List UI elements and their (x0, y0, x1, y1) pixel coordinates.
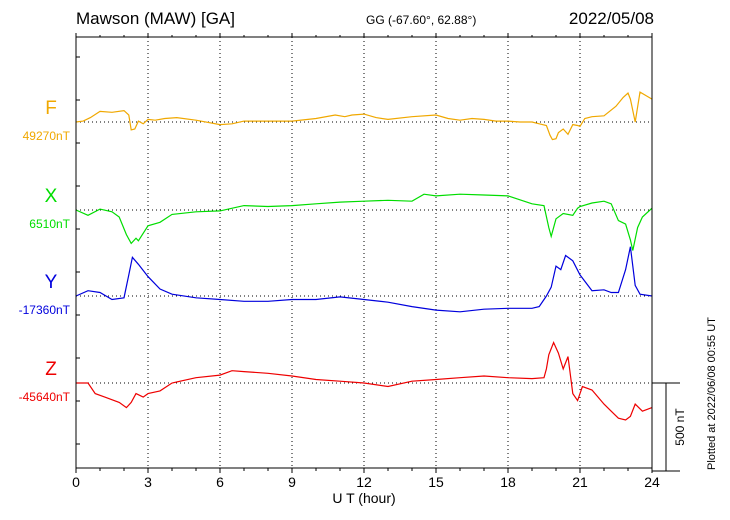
series-baseline-z: -45640nT (19, 390, 71, 404)
series-baseline-y: -17360nT (19, 303, 71, 317)
series-name-f: F (45, 98, 57, 119)
x-tick-label: 24 (644, 474, 660, 490)
series-line-f (75, 91, 653, 141)
series-line-y (75, 246, 653, 313)
series-line-x (75, 193, 653, 251)
x-tick-label: 6 (216, 474, 224, 490)
series-name-x: X (45, 186, 58, 207)
x-tick-label: 12 (356, 474, 372, 490)
x-tick-label: 0 (72, 474, 80, 490)
x-tick-label: 18 (500, 474, 516, 490)
scale-bar-label: 500 nT (673, 408, 687, 446)
x-tick-label: 9 (288, 474, 296, 490)
series-baseline-f: 49270nT (23, 129, 71, 143)
series-line-z (76, 340, 653, 421)
x-axis-label: U T (hour) (332, 490, 395, 506)
plot-frame (75, 36, 653, 469)
coordinates-label: GG (-67.60°, 62.88°) (366, 13, 477, 27)
x-tick-label: 15 (428, 474, 444, 490)
date-label: 2022/05/08 (568, 9, 654, 28)
series-name-z: Z (45, 359, 57, 380)
series-baseline-x: 6510nT (29, 217, 70, 231)
x-tick-label: 3 (144, 474, 152, 490)
series-name-y: Y (45, 272, 58, 293)
station-title: Mawson (MAW) [GA] (76, 9, 235, 28)
x-tick-label: 21 (572, 474, 588, 490)
